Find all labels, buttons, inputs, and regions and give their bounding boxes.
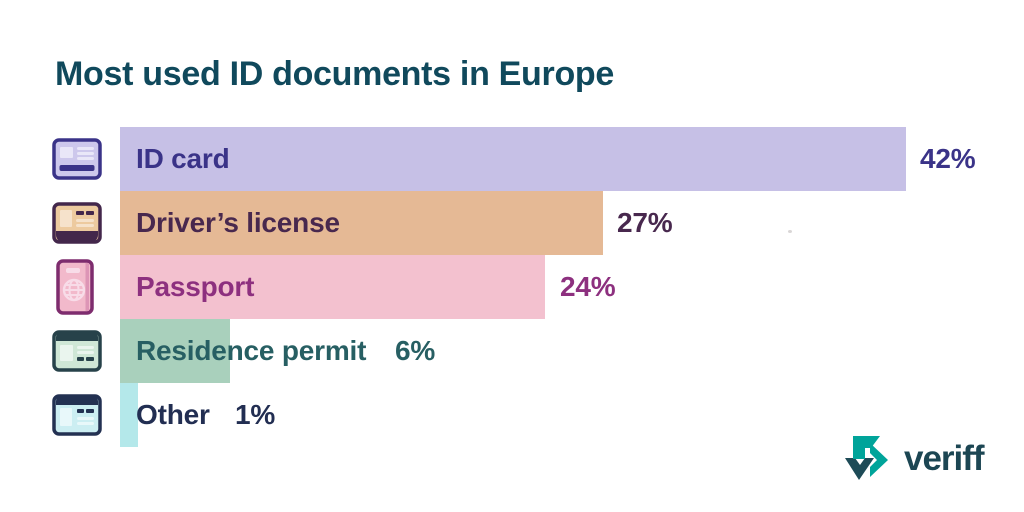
value-label: 24% (560, 271, 616, 302)
bar-drivers-license (120, 191, 603, 255)
chart-row-drivers-license: Driver’s license 27% (0, 191, 1024, 255)
bar-passport (120, 255, 545, 319)
category-label: Residence permit (136, 335, 367, 366)
category-label: Passport (136, 271, 255, 302)
chart-row-residence-permit: Residence permit 6% (0, 319, 1024, 383)
chart-row-other: Other 1% (0, 383, 1024, 447)
stray-speck (788, 230, 792, 233)
passport-icon (52, 259, 102, 315)
bar-id-card (120, 127, 906, 191)
page-title: Most used ID documents in Europe (55, 55, 615, 93)
value-label: 1% (235, 399, 276, 430)
chart-row-passport: Passport 24% (0, 255, 1024, 319)
drivers-license-icon (52, 202, 102, 244)
category-label: ID card (136, 143, 230, 174)
veriff-mark-icon (845, 436, 888, 480)
bar-chart: ID card 42% Driver’s license 27% (0, 127, 1024, 447)
bar-residence-permit (120, 319, 230, 383)
veriff-wordmark: veriff (904, 438, 985, 478)
value-label: 6% (395, 335, 436, 366)
value-label: 42% (920, 143, 976, 174)
residence-permit-icon (52, 330, 102, 372)
category-label: Driver’s license (136, 207, 340, 238)
id-card-icon (52, 138, 102, 180)
value-label: 27% (617, 207, 673, 238)
chart-row-id-card: ID card 42% (0, 127, 1024, 191)
bar-other (120, 383, 138, 447)
other-document-icon (52, 394, 102, 436)
veriff-logo: veriff (843, 432, 985, 484)
category-label: Other (136, 399, 210, 430)
